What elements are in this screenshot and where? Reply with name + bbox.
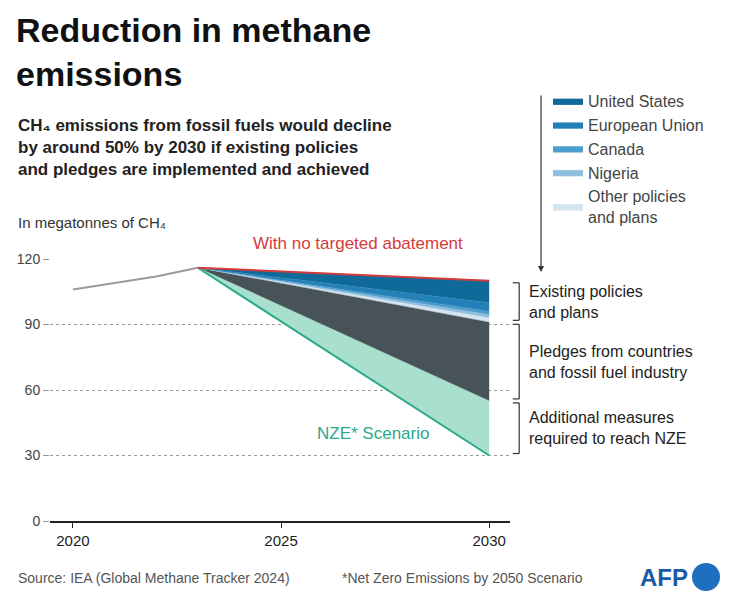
svg-text:NZE* Scenario: NZE* Scenario xyxy=(317,424,429,443)
svg-text:Reduction in methaneemissions: Reduction in methaneemissions xyxy=(16,11,371,93)
svg-text:Source: IEA (Global Methane Tr: Source: IEA (Global Methane Tracker 2024… xyxy=(18,570,290,586)
svg-text:2030: 2030 xyxy=(473,532,506,549)
svg-text:120: 120 xyxy=(17,251,41,267)
svg-text:*Net Zero Emissions by 2050 Sc: *Net Zero Emissions by 2050 Scenario xyxy=(342,570,583,586)
svg-text:Canada: Canada xyxy=(588,141,644,158)
svg-text:Existing policiesand plans: Existing policiesand plans xyxy=(529,283,643,321)
svg-text:Nigeria: Nigeria xyxy=(588,165,639,182)
svg-text:With no targeted abatement: With no targeted abatement xyxy=(253,234,463,253)
svg-text:AFP: AFP xyxy=(640,564,688,591)
svg-text:2025: 2025 xyxy=(264,532,297,549)
svg-text:United States: United States xyxy=(588,93,684,110)
svg-text:60: 60 xyxy=(25,382,41,398)
svg-text:European Union: European Union xyxy=(588,117,704,134)
svg-text:0: 0 xyxy=(32,513,40,529)
svg-text:Pledges from countriesand foss: Pledges from countriesand fossil fuel in… xyxy=(529,343,693,381)
svg-text:Other policiesand plans: Other policiesand plans xyxy=(588,188,686,226)
svg-text:Additional measuresrequired to: Additional measuresrequired to reach NZE xyxy=(529,409,686,447)
svg-text:CH₄ emissions from fossil fuel: CH₄ emissions from fossil fuels would de… xyxy=(18,116,392,179)
svg-text:In megatonnes of CH₄: In megatonnes of CH₄ xyxy=(18,214,166,231)
svg-text:90: 90 xyxy=(25,316,41,332)
svg-text:30: 30 xyxy=(25,447,41,463)
svg-text:2020: 2020 xyxy=(56,532,89,549)
